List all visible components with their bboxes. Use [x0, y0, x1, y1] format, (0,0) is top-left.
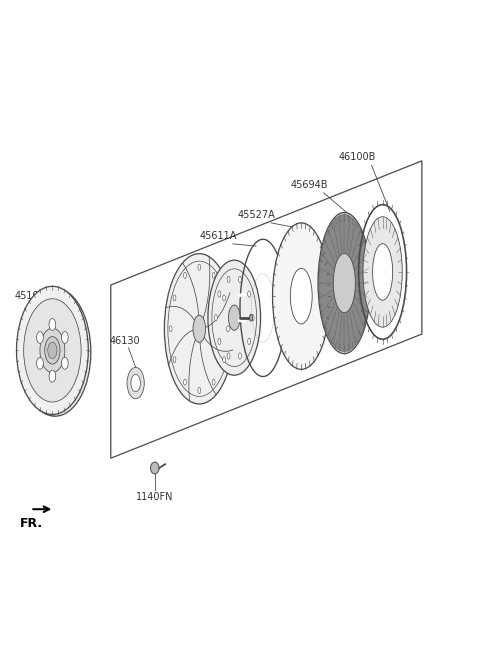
Ellipse shape	[318, 212, 371, 354]
Ellipse shape	[19, 288, 91, 416]
Ellipse shape	[40, 328, 65, 373]
Ellipse shape	[164, 253, 234, 404]
Ellipse shape	[251, 314, 254, 321]
Ellipse shape	[223, 295, 226, 301]
Text: 45100: 45100	[15, 291, 46, 301]
Ellipse shape	[24, 299, 81, 402]
Ellipse shape	[239, 353, 241, 359]
Ellipse shape	[61, 331, 68, 343]
Ellipse shape	[363, 217, 402, 327]
Text: FR.: FR.	[20, 517, 43, 530]
Ellipse shape	[169, 326, 172, 332]
Ellipse shape	[173, 356, 176, 363]
Ellipse shape	[333, 253, 355, 312]
Ellipse shape	[49, 318, 56, 331]
Text: 45527A: 45527A	[238, 210, 276, 219]
Ellipse shape	[223, 356, 226, 363]
Ellipse shape	[131, 375, 141, 392]
Ellipse shape	[239, 276, 241, 282]
Ellipse shape	[212, 379, 215, 385]
Text: 46100B: 46100B	[338, 152, 376, 162]
Ellipse shape	[183, 272, 186, 278]
Ellipse shape	[248, 291, 251, 297]
Text: 45694B: 45694B	[291, 179, 328, 189]
Ellipse shape	[193, 315, 205, 343]
Ellipse shape	[173, 295, 176, 301]
Ellipse shape	[36, 358, 43, 369]
Ellipse shape	[250, 314, 252, 321]
Ellipse shape	[198, 264, 201, 270]
Ellipse shape	[218, 291, 221, 297]
Ellipse shape	[228, 305, 240, 330]
Ellipse shape	[218, 338, 221, 345]
Ellipse shape	[212, 272, 215, 278]
Ellipse shape	[127, 367, 144, 399]
Ellipse shape	[16, 286, 88, 415]
Ellipse shape	[208, 260, 261, 375]
Ellipse shape	[319, 215, 370, 352]
Ellipse shape	[61, 358, 68, 369]
Ellipse shape	[227, 326, 229, 332]
Ellipse shape	[49, 370, 56, 382]
Text: 45611A: 45611A	[200, 231, 237, 240]
Ellipse shape	[45, 337, 60, 364]
Text: 1140FN: 1140FN	[136, 492, 174, 502]
Ellipse shape	[372, 244, 393, 300]
Ellipse shape	[48, 342, 57, 358]
Ellipse shape	[227, 276, 230, 282]
Ellipse shape	[215, 314, 217, 321]
Text: 46130: 46130	[109, 336, 140, 346]
Ellipse shape	[248, 338, 251, 345]
Ellipse shape	[151, 462, 159, 474]
Ellipse shape	[290, 269, 312, 324]
Ellipse shape	[36, 331, 43, 343]
Ellipse shape	[183, 379, 186, 385]
Ellipse shape	[198, 388, 201, 394]
Ellipse shape	[273, 223, 330, 369]
Ellipse shape	[227, 353, 230, 359]
